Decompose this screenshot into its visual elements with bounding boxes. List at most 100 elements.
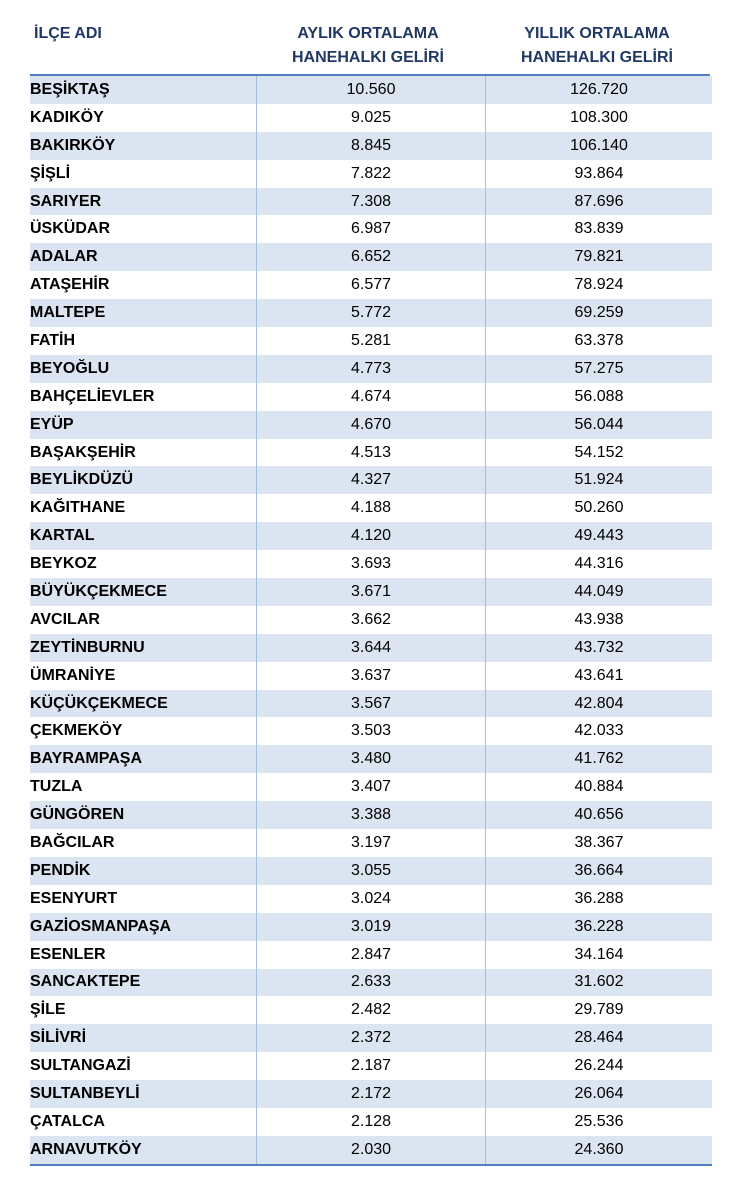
district-cell: KÜÇÜKÇEKMECE bbox=[30, 689, 257, 718]
monthly-income-cell: 4.674 bbox=[256, 382, 486, 411]
column-header-monthly-line2: HANEHALKI GELİRİ bbox=[292, 49, 444, 66]
monthly-income-cell: 3.693 bbox=[256, 550, 486, 579]
district-cell: BAŞAKŞEHİR bbox=[30, 438, 257, 467]
column-header-district: İLÇE ADI bbox=[34, 22, 234, 72]
district-cell: KADIKÖY bbox=[30, 103, 257, 132]
district-cell: KAĞITHANE bbox=[30, 494, 257, 523]
monthly-income-cell: 9.025 bbox=[256, 103, 486, 132]
yearly-income-cell: 49.443 bbox=[485, 522, 712, 551]
monthly-income-cell: 3.388 bbox=[256, 801, 486, 830]
table-row: BAHÇELİEVLER 4.674 56.088 bbox=[30, 382, 712, 411]
district-cell: ARNAVUTKÖY bbox=[30, 1135, 257, 1166]
district-cell: SULTANGAZİ bbox=[30, 1052, 257, 1081]
monthly-income-cell: 6.577 bbox=[256, 271, 486, 300]
monthly-income-cell: 7.308 bbox=[256, 187, 486, 216]
column-header-monthly: AYLIK ORTALAMA HANEHALKI GELİRİ bbox=[256, 22, 480, 72]
table-row: ADALAR 6.652 79.821 bbox=[30, 243, 712, 272]
table-row: BEYOĞLU 4.773 57.275 bbox=[30, 354, 712, 383]
column-header-yearly-line1: YILLIK ORTALAMA bbox=[524, 25, 670, 42]
table-row: KÜÇÜKÇEKMECE 3.567 42.804 bbox=[30, 689, 712, 718]
district-cell: BAĞCILAR bbox=[30, 829, 257, 857]
yearly-income-cell: 57.275 bbox=[485, 354, 712, 383]
table-row: EYÜP 4.670 56.044 bbox=[30, 410, 712, 439]
monthly-income-cell: 5.772 bbox=[256, 299, 486, 328]
table-row: SULTANGAZİ 2.187 26.244 bbox=[30, 1052, 712, 1081]
column-header-yearly: YILLIK ORTALAMA HANEHALKI GELİRİ bbox=[484, 22, 710, 72]
monthly-income-cell: 3.662 bbox=[256, 605, 486, 634]
column-header-monthly-line1: AYLIK ORTALAMA bbox=[297, 25, 439, 42]
yearly-income-cell: 108.300 bbox=[485, 103, 712, 132]
yearly-income-cell: 69.259 bbox=[485, 299, 712, 328]
yearly-income-cell: 40.656 bbox=[485, 801, 712, 830]
header-divider bbox=[30, 74, 710, 76]
monthly-income-cell: 3.024 bbox=[256, 884, 486, 913]
yearly-income-cell: 50.260 bbox=[485, 494, 712, 523]
monthly-income-cell: 6.652 bbox=[256, 243, 486, 272]
monthly-income-cell: 2.030 bbox=[256, 1135, 486, 1166]
table-row: ARNAVUTKÖY 2.030 24.360 bbox=[30, 1135, 712, 1166]
table-row: TUZLA 3.407 40.884 bbox=[30, 773, 712, 802]
table-row: KADIKÖY 9.025 108.300 bbox=[30, 103, 712, 132]
table-row: ÇATALCA 2.128 25.536 bbox=[30, 1107, 712, 1136]
yearly-income-cell: 44.316 bbox=[485, 550, 712, 579]
monthly-income-cell: 7.822 bbox=[256, 159, 486, 188]
district-cell: SARIYER bbox=[30, 187, 257, 216]
yearly-income-cell: 51.924 bbox=[485, 466, 712, 495]
monthly-income-cell: 4.773 bbox=[256, 354, 486, 383]
income-table: BEŞİKTAŞ 10.560 126.720 KADIKÖY 9.025 108.300… bbox=[30, 76, 712, 1166]
yearly-income-cell: 63.378 bbox=[485, 327, 712, 355]
district-cell: ÇATALCA bbox=[30, 1107, 257, 1136]
district-cell: BÜYÜKÇEKMECE bbox=[30, 578, 257, 606]
monthly-income-cell: 4.327 bbox=[256, 466, 486, 495]
table-row: ZEYTİNBURNU 3.644 43.732 bbox=[30, 633, 712, 662]
yearly-income-cell: 106.140 bbox=[485, 131, 712, 160]
district-cell: BEYKOZ bbox=[30, 550, 257, 579]
table-row: AVCILAR 3.662 43.938 bbox=[30, 605, 712, 634]
table-row: ÜMRANİYE 3.637 43.641 bbox=[30, 661, 712, 690]
yearly-income-cell: 56.088 bbox=[485, 382, 712, 411]
district-cell: SULTANBEYLİ bbox=[30, 1080, 257, 1108]
district-cell: ÇEKMEKÖY bbox=[30, 717, 257, 746]
table-row: ÜSKÜDAR 6.987 83.839 bbox=[30, 215, 712, 244]
table-row: GÜNGÖREN 3.388 40.656 bbox=[30, 801, 712, 830]
table-row: SARIYER 7.308 87.696 bbox=[30, 187, 712, 216]
monthly-income-cell: 3.407 bbox=[256, 773, 486, 802]
monthly-income-cell: 3.503 bbox=[256, 717, 486, 746]
monthly-income-cell: 3.197 bbox=[256, 829, 486, 857]
district-cell: ŞİŞLİ bbox=[30, 159, 257, 188]
table-row: BEŞİKTAŞ 10.560 126.720 bbox=[30, 76, 712, 104]
monthly-income-cell: 4.120 bbox=[256, 522, 486, 551]
district-cell: KARTAL bbox=[30, 522, 257, 551]
district-cell: SİLİVRİ bbox=[30, 1024, 257, 1053]
monthly-income-cell: 2.372 bbox=[256, 1024, 486, 1053]
district-cell: GÜNGÖREN bbox=[30, 801, 257, 830]
monthly-income-cell: 3.637 bbox=[256, 661, 486, 690]
yearly-income-cell: 83.839 bbox=[485, 215, 712, 244]
district-cell: MALTEPE bbox=[30, 299, 257, 328]
table-row: BAKIRKÖY 8.845 106.140 bbox=[30, 131, 712, 160]
district-cell: PENDİK bbox=[30, 856, 257, 885]
monthly-income-cell: 2.128 bbox=[256, 1107, 486, 1136]
table-row: BEYLİKDÜZÜ 4.327 51.924 bbox=[30, 466, 712, 495]
table-row: KARTAL 4.120 49.443 bbox=[30, 522, 712, 551]
yearly-income-cell: 56.044 bbox=[485, 410, 712, 439]
monthly-income-cell: 2.172 bbox=[256, 1080, 486, 1108]
table-row: SANCAKTEPE 2.633 31.602 bbox=[30, 968, 712, 997]
monthly-income-cell: 6.987 bbox=[256, 215, 486, 244]
table-row: ÇEKMEKÖY 3.503 42.033 bbox=[30, 717, 712, 746]
yearly-income-cell: 126.720 bbox=[485, 76, 712, 104]
monthly-income-cell: 3.644 bbox=[256, 633, 486, 662]
monthly-income-cell: 4.188 bbox=[256, 494, 486, 523]
district-cell: ÜMRANİYE bbox=[30, 661, 257, 690]
yearly-income-cell: 36.664 bbox=[485, 856, 712, 885]
yearly-income-cell: 24.360 bbox=[485, 1135, 712, 1166]
table-row: MALTEPE 5.772 69.259 bbox=[30, 299, 712, 328]
yearly-income-cell: 43.641 bbox=[485, 661, 712, 690]
yearly-income-cell: 43.938 bbox=[485, 605, 712, 634]
district-cell: BEYLİKDÜZÜ bbox=[30, 466, 257, 495]
district-cell: ZEYTİNBURNU bbox=[30, 633, 257, 662]
district-cell: BAYRAMPAŞA bbox=[30, 745, 257, 774]
yearly-income-cell: 42.033 bbox=[485, 717, 712, 746]
income-table-body: BEŞİKTAŞ 10.560 126.720 KADIKÖY 9.025 108.300… bbox=[30, 76, 712, 1166]
